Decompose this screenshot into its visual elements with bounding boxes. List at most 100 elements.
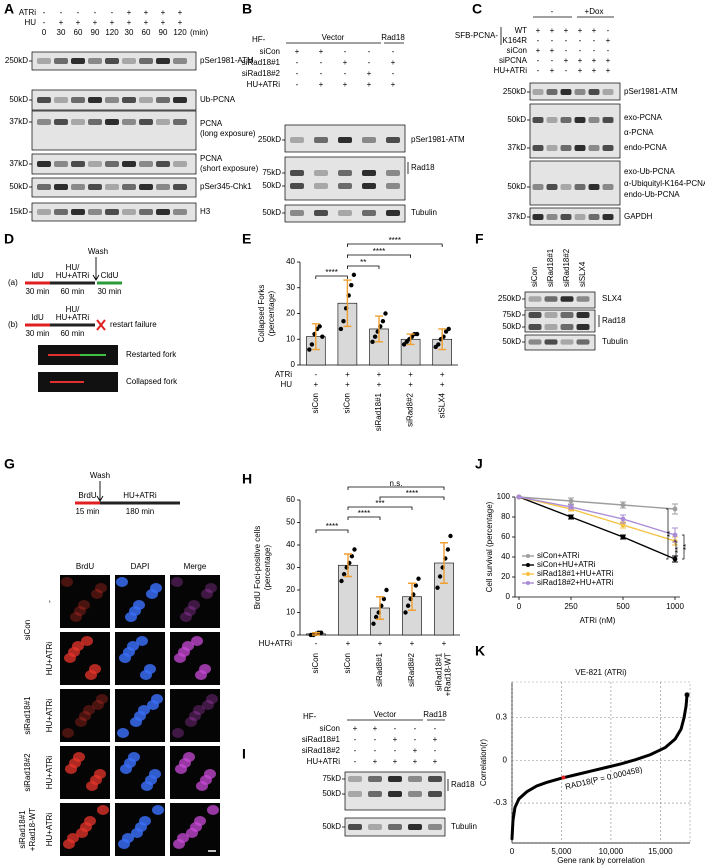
band [105, 161, 119, 167]
treatment-sign: + [564, 56, 569, 65]
treatment-sign: + [345, 380, 350, 389]
band [173, 209, 187, 215]
panel-label: F [475, 231, 484, 247]
band [544, 312, 558, 318]
treatment-sign: + [592, 56, 597, 65]
treatment-sign: + [592, 26, 597, 35]
band [388, 776, 402, 782]
blot [524, 334, 596, 351]
nucleus [86, 781, 98, 791]
data-point [338, 326, 344, 332]
data-point [319, 630, 324, 635]
nucleus [91, 589, 103, 599]
band [362, 170, 376, 176]
treatment-sign: - [394, 746, 397, 755]
segment-label: BrdU [78, 491, 96, 500]
blot-label: (long exposure) [200, 129, 256, 138]
mw-marker: 37kD [507, 212, 526, 221]
data-point [372, 334, 378, 339]
nucleus [65, 764, 77, 774]
band [388, 791, 402, 797]
data-point [620, 534, 626, 540]
nucleus [79, 711, 91, 721]
treatment-sign: - [320, 58, 323, 67]
treatment-sign: - [374, 735, 377, 744]
mw-marker: 50kD [322, 789, 341, 798]
band [54, 119, 68, 125]
y-axis-label: Collapsed Forks [257, 285, 266, 343]
significance-label: **** [406, 489, 418, 498]
band [428, 791, 442, 797]
band [602, 214, 614, 220]
band [574, 214, 586, 220]
nucleus [207, 805, 219, 815]
band [105, 97, 119, 103]
construct-label: SFB-PCNA- [455, 31, 498, 40]
band [54, 184, 68, 190]
data-point [349, 282, 354, 288]
band [37, 209, 51, 215]
mw-marker: 75kD [502, 310, 521, 319]
x-tick-label: siRad8#1 [375, 652, 384, 686]
significance-label: ** [666, 531, 675, 537]
x-tick-label: 0 [510, 847, 515, 856]
nucleus [75, 717, 87, 727]
band [386, 210, 400, 216]
treatment-sign: - [551, 36, 554, 45]
band [139, 184, 153, 190]
band [37, 119, 51, 125]
series-line [518, 496, 676, 536]
legend-label: siCon+HU+ATRi [537, 560, 596, 569]
error-bar [311, 323, 320, 351]
treatment-sign: - [593, 36, 596, 45]
band [368, 776, 382, 782]
blot-label: PCNA [200, 119, 223, 128]
treatment-sign: + [110, 18, 115, 27]
data-point [620, 502, 626, 508]
segment-label: HU+ATRi [56, 313, 90, 322]
treatment-label: K164R [503, 36, 528, 45]
panel-label: A [4, 1, 14, 17]
data-point [672, 506, 678, 512]
treatment-label: ATRi [275, 370, 292, 379]
data-point [339, 578, 344, 584]
highlight-point [561, 775, 566, 780]
band [139, 119, 153, 125]
blot-label: pSer1981-ATM [200, 56, 254, 65]
row-label: - [45, 600, 54, 603]
band [428, 824, 442, 830]
band [71, 97, 85, 103]
band [122, 184, 136, 190]
blot-label: Tubulin [451, 822, 477, 831]
nucleus [174, 653, 186, 663]
band [348, 776, 362, 782]
treatment-sign: + [367, 69, 372, 78]
significance-bracket [315, 529, 349, 533]
treatment-sign: + [127, 8, 132, 17]
wash-label: Wash [90, 471, 110, 480]
segment-time: 60 min [60, 329, 84, 338]
band [428, 776, 442, 782]
treatment-sign: + [578, 66, 583, 75]
treatment-label: HU+ATRi [494, 66, 528, 75]
treatment-sign: - [344, 69, 347, 78]
nucleus [147, 700, 159, 710]
protocol-tag: (a) [8, 278, 18, 287]
data-point [414, 331, 420, 337]
blot-label: pSer1981-ATM [411, 135, 465, 144]
treatment-sign: + [536, 46, 541, 55]
band [139, 97, 153, 103]
blot-label: GAPDH [624, 212, 653, 221]
band [156, 58, 170, 64]
group-label: +Dox [585, 7, 604, 16]
treatment-sign: - [94, 8, 97, 17]
treatment-sign: + [377, 380, 382, 389]
segment-label: IdU [31, 313, 44, 322]
micrograph [170, 575, 220, 628]
nucleus [186, 828, 198, 838]
time-label: 120 [105, 28, 119, 37]
mw-marker: 250kD [258, 135, 281, 144]
band [54, 58, 68, 64]
error-bar [375, 315, 383, 343]
blot-label: SLX4 [602, 294, 622, 303]
